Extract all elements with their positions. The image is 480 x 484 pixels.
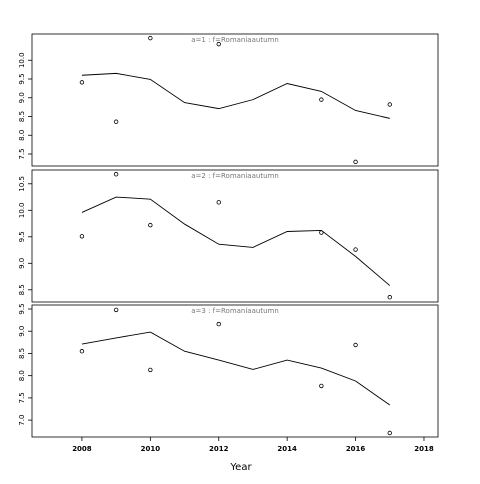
fit-line xyxy=(81,72,390,119)
data-point xyxy=(148,222,153,228)
x-tick-label: 2008 xyxy=(72,445,92,453)
panel-frame xyxy=(31,33,439,167)
y-tick-label: 9.5 xyxy=(18,231,26,242)
data-point xyxy=(353,159,358,165)
fit-line xyxy=(81,196,391,286)
y-tick-label: 9.0 xyxy=(18,92,26,103)
y-tick-label: 7.0 xyxy=(18,415,26,426)
x-tick-label: 2014 xyxy=(277,445,297,453)
y-tick-label: 10.0 xyxy=(18,52,26,68)
y-tick-label: 10.5 xyxy=(18,176,26,192)
data-point xyxy=(387,430,392,436)
y-tick-label: 7.5 xyxy=(18,148,26,159)
data-point xyxy=(353,247,358,252)
y-tick-label: 9.0 xyxy=(18,326,26,337)
y-tick-label: 10.0 xyxy=(18,202,26,218)
y-tick-label: 7.5 xyxy=(18,392,26,403)
data-point xyxy=(113,307,119,313)
fit-line xyxy=(81,331,391,406)
data-point xyxy=(319,383,324,389)
data-point xyxy=(216,321,221,327)
y-tick-label: 8.5 xyxy=(18,284,26,295)
data-point xyxy=(387,102,392,107)
data-point xyxy=(319,97,324,102)
strip-label: a=1 : f=Romaniaautumn xyxy=(191,36,279,44)
y-tick-label: 9.0 xyxy=(18,258,26,269)
x-tick-label: 2010 xyxy=(141,445,161,453)
data-point xyxy=(148,35,153,41)
panel-frame xyxy=(31,169,439,303)
y-tick-label: 9.5 xyxy=(18,73,26,84)
x-axis-label: Year xyxy=(229,462,252,473)
data-point xyxy=(79,234,85,239)
data-point xyxy=(387,295,392,300)
y-tick-label: 8.5 xyxy=(18,348,26,359)
panel-frame xyxy=(31,304,439,438)
data-point xyxy=(79,80,85,85)
x-tick-label: 2012 xyxy=(209,445,229,453)
data-point xyxy=(148,367,153,373)
x-tick-label: 2018 xyxy=(414,445,434,453)
y-tick-label: 8.0 xyxy=(18,130,26,141)
data-point xyxy=(216,200,221,205)
data-point xyxy=(319,230,324,235)
x-tick-label: 2016 xyxy=(346,445,366,453)
y-tick-label: 8.5 xyxy=(18,111,26,122)
data-point xyxy=(113,172,119,177)
strip-label: a=3 : f=Romaniaautumn xyxy=(191,307,279,315)
strip-label: a=2 : f=Romaniaautumn xyxy=(191,172,279,180)
y-tick-label: 9.5 xyxy=(18,303,26,314)
y-tick-label: 8.0 xyxy=(18,370,26,381)
data-point xyxy=(113,119,119,124)
data-point xyxy=(216,41,221,47)
data-point xyxy=(353,342,358,348)
data-point xyxy=(79,349,85,354)
